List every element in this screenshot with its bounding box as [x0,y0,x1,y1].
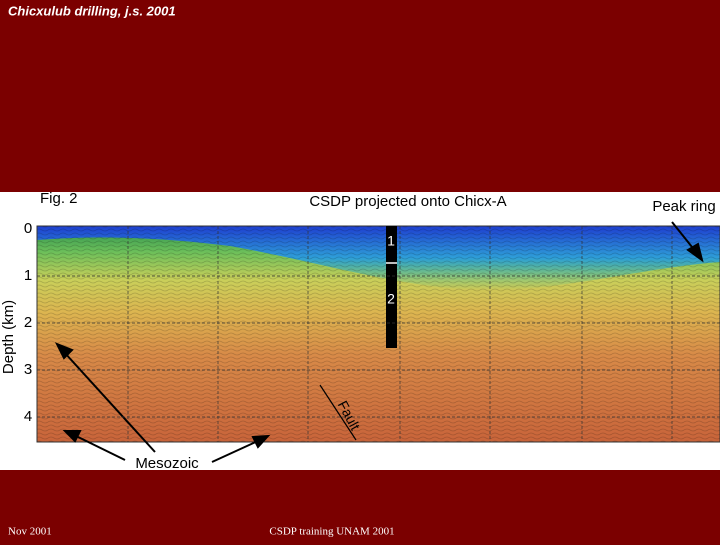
figure-title: CSDP projected onto Chicx-A [309,193,506,210]
borehole: 1 2 [386,226,397,348]
seismic-image [36,225,720,443]
annotation: Mesozoic [135,455,199,472]
figure-label: Fig. 2 [40,190,78,207]
grid [127,226,673,442]
y-tick-label: 0 [24,220,32,237]
footer-center: CSDP training UNAM 2001 [269,526,394,538]
borehole-label: 1 [387,233,395,249]
y-tick-label: 1 [24,267,32,284]
y-axis-label: Depth (km) [0,300,17,374]
slide-title: Chicxulub drilling, j.s. 2001 [8,3,176,18]
y-tick-label: 3 [24,361,32,378]
y-tick-label: 2 [24,314,32,331]
borehole-label: 2 [387,291,395,307]
footer-left: Nov 2001 [8,526,52,538]
annotation: Peak ring [652,198,715,215]
y-tick-label: 4 [24,408,32,425]
arrows [54,221,704,463]
